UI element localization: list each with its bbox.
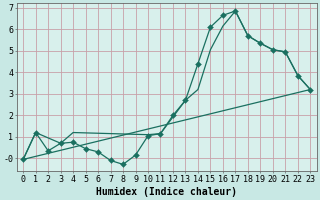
X-axis label: Humidex (Indice chaleur): Humidex (Indice chaleur) xyxy=(96,186,237,197)
